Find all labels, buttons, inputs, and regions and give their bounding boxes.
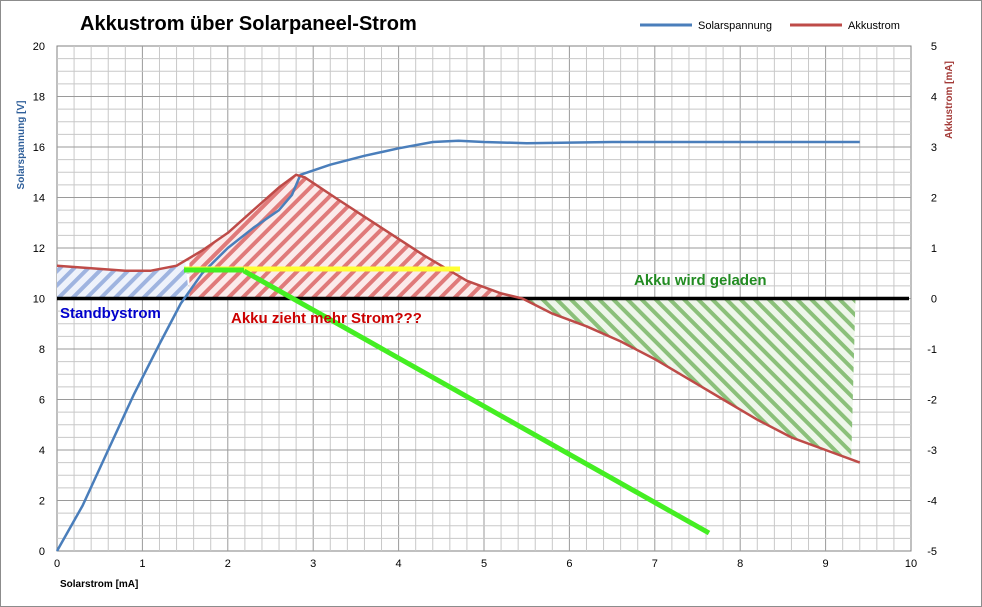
y-right-tick-label: 5 xyxy=(931,41,937,53)
chart-title: Akkustrom über Solarpaneel-Strom xyxy=(80,13,417,35)
x-tick-label: 5 xyxy=(481,558,487,570)
y-right-tick-label: 3 xyxy=(931,142,937,154)
series-line-akkustrom xyxy=(56,173,861,464)
annotation-standbystrom: Standbystrom xyxy=(60,305,161,322)
y-right-tick-label: -1 xyxy=(927,344,937,356)
y-left-tick-label: 0 xyxy=(39,546,45,558)
legend-label-solarspannung: Solarspannung xyxy=(698,20,772,32)
x-tick-label: 10 xyxy=(905,558,917,570)
x-tick-label: 8 xyxy=(737,558,743,570)
y-right-tick-label: -2 xyxy=(927,395,937,407)
y-left-tick-label: 18 xyxy=(33,92,45,104)
green-marker-line-slope xyxy=(242,268,711,536)
y-left-tick-label: 10 xyxy=(33,294,45,306)
y-left-tick-label: 6 xyxy=(39,395,45,407)
x-tick-label: 9 xyxy=(823,558,829,570)
series-lines xyxy=(55,139,861,552)
x-tick-label: 2 xyxy=(225,558,231,570)
x-tick-label: 3 xyxy=(310,558,316,570)
y-left-tick-label: 8 xyxy=(39,344,45,356)
x-tick-label: 6 xyxy=(566,558,572,570)
x-tick-label: 1 xyxy=(139,558,145,570)
x-axis-title: Solarstrom [mA] xyxy=(60,579,138,590)
overlay-lines xyxy=(184,266,711,536)
y-right-tick-label: -5 xyxy=(927,546,937,558)
legend-label-akkustrom: Akkustrom xyxy=(848,20,900,32)
tick-labels: 0 1 2 3 4 5 6 7 8 9 1002468101214161820-5-4-3-2-10… xyxy=(33,41,937,570)
x-tick-label: 4 xyxy=(396,558,402,570)
y-axis-left-title: Solarspannung [V] xyxy=(16,101,27,190)
y-left-tick-label: 14 xyxy=(33,193,45,205)
y-left-tick-label: 2 xyxy=(39,496,45,508)
legend: Solarspannung Akkustrom xyxy=(640,20,900,32)
y-right-tick-label: 0 xyxy=(931,294,937,306)
y-left-tick-label: 4 xyxy=(39,445,45,457)
y-left-tick-label: 20 xyxy=(33,41,45,53)
y-right-tick-label: -4 xyxy=(927,496,937,508)
x-tick-label: 0 xyxy=(54,558,60,570)
y-axis-right-title: Akkustrom [mA] xyxy=(944,61,955,139)
y-right-tick-label: -3 xyxy=(927,445,937,457)
x-tick-label: 7 xyxy=(652,558,658,570)
annotation-akku-zieht-mehr-strom: Akku zieht mehr Strom??? xyxy=(231,310,422,327)
y-right-tick-label: 1 xyxy=(931,243,937,255)
y-right-tick-label: 2 xyxy=(931,193,937,205)
y-left-tick-label: 12 xyxy=(33,243,45,255)
y-left-tick-label: 16 xyxy=(33,142,45,154)
annotation-akku-wird-geladen: Akku wird geladen xyxy=(634,272,767,289)
y-right-tick-label: 4 xyxy=(931,92,937,104)
